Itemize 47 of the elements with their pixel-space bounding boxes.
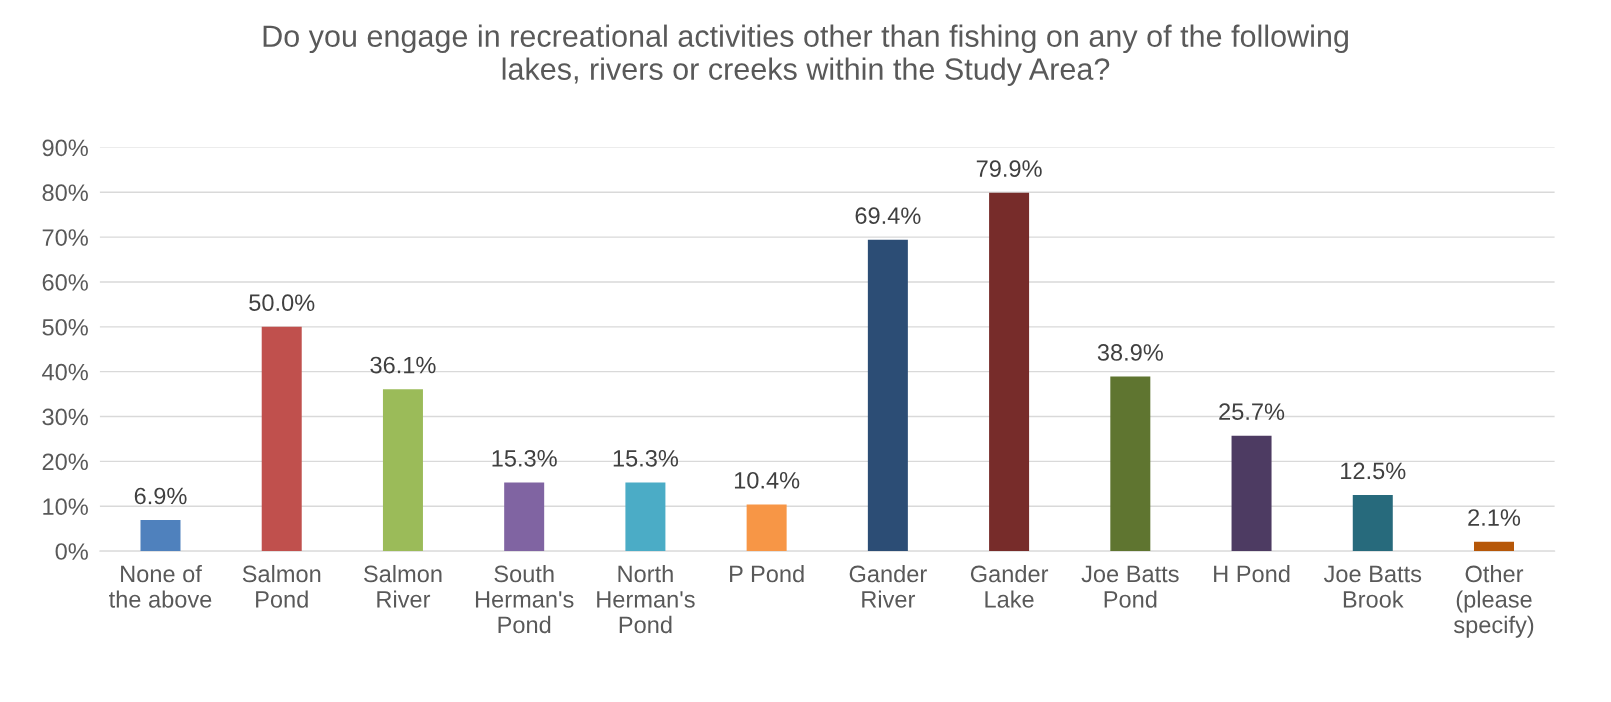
bar xyxy=(989,192,1030,552)
data-label: 69.4% xyxy=(855,207,921,225)
bar xyxy=(1352,495,1393,552)
x-tick-label: Gander River xyxy=(849,564,927,608)
y-tick-label: 70% xyxy=(42,229,88,246)
y-tick-label: 60% xyxy=(42,274,88,291)
chart-title: Do you engage in recreational activities other than fishing on any of the following lakes, rivers or creeks within the Study Area? xyxy=(263,24,1348,86)
bar xyxy=(261,326,302,552)
bar xyxy=(1474,541,1514,552)
x-tick-label: South Herman's Pond xyxy=(475,564,574,634)
bar xyxy=(1231,435,1272,552)
y-tick-label: 40% xyxy=(42,363,88,381)
x-tick-label: Other (please specify) xyxy=(1453,564,1534,638)
x-tick-label: Gander Lake xyxy=(970,564,1049,608)
data-label: 10.4% xyxy=(734,471,800,489)
data-label: 15.3% xyxy=(492,449,557,467)
bar xyxy=(746,504,787,552)
x-tick-label: Salmon River xyxy=(364,564,442,608)
data-label: 50.0% xyxy=(249,294,315,312)
y-tick-label: 10% xyxy=(43,498,88,516)
x-tick-label: Joe Batts Brook xyxy=(1323,565,1422,608)
bar xyxy=(382,389,423,552)
y-tick-label: 50% xyxy=(42,318,88,336)
data-label: 25.7% xyxy=(1219,403,1285,421)
x-tick-label: None of the above xyxy=(109,564,212,608)
bar xyxy=(625,482,666,552)
bar xyxy=(140,520,181,552)
y-tick-label: 90% xyxy=(42,139,88,157)
bar xyxy=(867,239,908,552)
y-tick-label: 30% xyxy=(42,408,88,426)
x-tick-label: North Herman's Pond xyxy=(597,564,695,634)
x-tick-label: P Pond xyxy=(730,564,804,583)
data-label: 15.3% xyxy=(613,449,679,467)
bar xyxy=(504,482,545,552)
y-tick-label: 80% xyxy=(42,184,88,202)
data-label: 6.9% xyxy=(134,487,187,505)
x-tick-label: H Pond xyxy=(1214,564,1290,583)
data-label: 2.1% xyxy=(1468,509,1521,526)
data-label: 36.1% xyxy=(370,356,436,374)
data-label: 12.5% xyxy=(1341,462,1406,480)
bar xyxy=(1110,376,1151,552)
data-label: 38.9% xyxy=(1097,344,1163,361)
data-label: 79.9% xyxy=(976,160,1042,177)
y-tick-label: 20% xyxy=(42,453,88,471)
x-tick-label: Salmon Pond xyxy=(242,564,321,608)
x-tick-label: Joe Batts Pond xyxy=(1081,565,1179,608)
y-tick-label: 0% xyxy=(55,543,88,560)
